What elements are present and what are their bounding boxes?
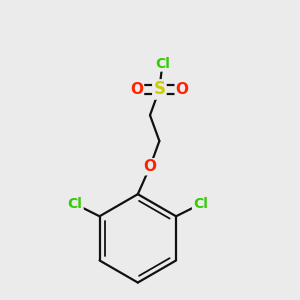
Text: O: O (176, 82, 189, 97)
Text: Cl: Cl (68, 197, 82, 211)
Text: Cl: Cl (155, 56, 170, 70)
Text: S: S (153, 80, 165, 98)
Text: Cl: Cl (193, 197, 208, 211)
Text: O: O (143, 159, 157, 174)
Text: O: O (130, 82, 143, 97)
